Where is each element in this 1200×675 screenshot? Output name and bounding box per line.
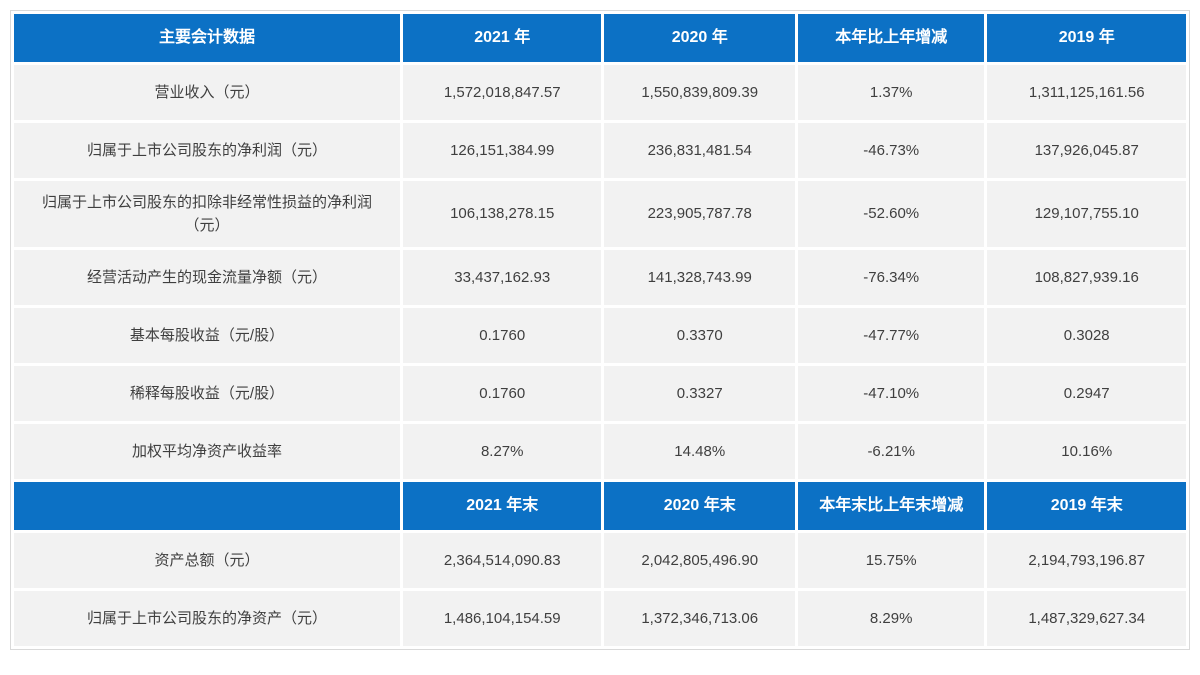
value-2020: 0.3327 bbox=[604, 366, 795, 421]
value-2020: 0.3370 bbox=[604, 308, 795, 363]
value-2021: 1,572,018,847.57 bbox=[402, 65, 602, 120]
header-cell-2019: 2019 年 bbox=[987, 14, 1186, 62]
header-cell-blank bbox=[14, 482, 400, 530]
row-label: 基本每股收益（元/股） bbox=[14, 308, 400, 363]
header-cell-2020-end: 2020 年末 bbox=[604, 482, 795, 530]
table-row-net-profit: 归属于上市公司股东的净利润（元） 126,151,384.99 236,831,… bbox=[14, 123, 1186, 178]
value-2021: 0.1760 bbox=[402, 308, 602, 363]
table-row-diluted-eps: 稀释每股收益（元/股） 0.1760 0.3327 -47.10% 0.2947 bbox=[14, 366, 1186, 421]
row-label: 资产总额（元） bbox=[14, 533, 400, 588]
value-change: 8.29% bbox=[797, 591, 985, 646]
value-change: 1.37% bbox=[797, 65, 985, 120]
value-2021: 106,138,278.15 bbox=[402, 181, 602, 247]
value-2021: 8.27% bbox=[402, 424, 602, 479]
value-2019: 137,926,045.87 bbox=[987, 123, 1186, 178]
row-label: 归属于上市公司股东的净资产（元） bbox=[14, 591, 400, 646]
header-cell-yoy-change: 本年比上年增减 bbox=[797, 14, 985, 62]
row-label: 加权平均净资产收益率 bbox=[14, 424, 400, 479]
table-row-net-assets: 归属于上市公司股东的净资产（元） 1,486,104,154.59 1,372,… bbox=[14, 591, 1186, 646]
value-change: -47.77% bbox=[797, 308, 985, 363]
header-cell-2020: 2020 年 bbox=[604, 14, 795, 62]
value-2021-end: 1,486,104,154.59 bbox=[402, 591, 602, 646]
value-2021: 0.1760 bbox=[402, 366, 602, 421]
value-change: -76.34% bbox=[797, 250, 985, 305]
value-2021: 126,151,384.99 bbox=[402, 123, 602, 178]
value-2019-end: 1,487,329,627.34 bbox=[987, 591, 1186, 646]
table-row-total-assets: 资产总额（元） 2,364,514,090.83 2,042,805,496.9… bbox=[14, 533, 1186, 588]
financial-summary-table: 主要会计数据 2021 年 2020 年 本年比上年增减 2019 年 营业收入… bbox=[10, 10, 1190, 650]
value-2019: 129,107,755.10 bbox=[987, 181, 1186, 247]
table-row-weighted-avg-roe: 加权平均净资产收益率 8.27% 14.48% -6.21% 10.16% bbox=[14, 424, 1186, 479]
value-change: -6.21% bbox=[797, 424, 985, 479]
table-row-basic-eps: 基本每股收益（元/股） 0.1760 0.3370 -47.77% 0.3028 bbox=[14, 308, 1186, 363]
value-2020-end: 1,372,346,713.06 bbox=[604, 591, 795, 646]
annual-header-row: 主要会计数据 2021 年 2020 年 本年比上年增减 2019 年 bbox=[14, 14, 1186, 62]
row-label: 归属于上市公司股东的扣除非经常性损益的净利润（元） bbox=[14, 181, 400, 247]
value-2019: 108,827,939.16 bbox=[987, 250, 1186, 305]
value-2019: 0.2947 bbox=[987, 366, 1186, 421]
value-change: 15.75% bbox=[797, 533, 985, 588]
row-label: 经营活动产生的现金流量净额（元） bbox=[14, 250, 400, 305]
value-2019: 1,311,125,161.56 bbox=[987, 65, 1186, 120]
value-change: -47.10% bbox=[797, 366, 985, 421]
year-end-header-row: 2021 年末 2020 年末 本年末比上年末增减 2019 年末 bbox=[14, 482, 1186, 530]
row-label: 归属于上市公司股东的净利润（元） bbox=[14, 123, 400, 178]
value-2019: 0.3028 bbox=[987, 308, 1186, 363]
value-2020: 14.48% bbox=[604, 424, 795, 479]
table-row-net-profit-excl-nonrecurring: 归属于上市公司股东的扣除非经常性损益的净利润（元） 106,138,278.15… bbox=[14, 181, 1186, 247]
header-cell-2021: 2021 年 bbox=[402, 14, 602, 62]
table-row-operating-revenue: 营业收入（元） 1,572,018,847.57 1,550,839,809.3… bbox=[14, 65, 1186, 120]
value-2020: 236,831,481.54 bbox=[604, 123, 795, 178]
value-2020: 1,550,839,809.39 bbox=[604, 65, 795, 120]
value-2020: 141,328,743.99 bbox=[604, 250, 795, 305]
header-cell-metric: 主要会计数据 bbox=[14, 14, 400, 62]
header-cell-yearend-change: 本年末比上年末增减 bbox=[797, 482, 985, 530]
value-2019: 10.16% bbox=[987, 424, 1186, 479]
row-label: 稀释每股收益（元/股） bbox=[14, 366, 400, 421]
header-cell-2019-end: 2019 年末 bbox=[987, 482, 1186, 530]
value-change: -46.73% bbox=[797, 123, 985, 178]
header-cell-2021-end: 2021 年末 bbox=[402, 482, 602, 530]
financial-summary-table-container: 主要会计数据 2021 年 2020 年 本年比上年增减 2019 年 营业收入… bbox=[10, 10, 1190, 650]
value-2021: 33,437,162.93 bbox=[402, 250, 602, 305]
value-change: -52.60% bbox=[797, 181, 985, 247]
row-label: 营业收入（元） bbox=[14, 65, 400, 120]
value-2020-end: 2,042,805,496.90 bbox=[604, 533, 795, 588]
table-row-operating-cash-flow: 经营活动产生的现金流量净额（元） 33,437,162.93 141,328,7… bbox=[14, 250, 1186, 305]
value-2021-end: 2,364,514,090.83 bbox=[402, 533, 602, 588]
value-2019-end: 2,194,793,196.87 bbox=[987, 533, 1186, 588]
value-2020: 223,905,787.78 bbox=[604, 181, 795, 247]
